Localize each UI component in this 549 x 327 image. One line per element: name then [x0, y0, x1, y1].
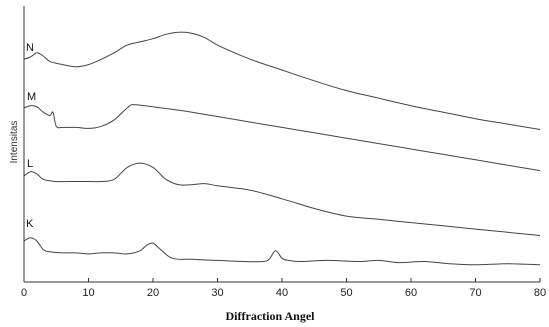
- x-tick-label: 20: [147, 287, 159, 299]
- x-axis-label: Diffraction Angel: [226, 309, 316, 323]
- series-layer: [23, 31, 541, 266]
- series-line-n: [23, 31, 541, 130]
- series-line-m: [23, 104, 541, 172]
- series-label-n: N: [26, 42, 34, 54]
- x-tick-label: 50: [340, 287, 352, 299]
- series-label-m: M: [27, 91, 36, 103]
- x-tick-label: 60: [405, 287, 417, 299]
- x-tick-label: 10: [82, 287, 94, 299]
- series-labels: N M L K: [26, 42, 36, 230]
- x-tick-label: 40: [276, 287, 288, 299]
- series-label-k: K: [26, 218, 34, 230]
- series-label-l: L: [27, 158, 33, 170]
- x-tick-label: 0: [21, 287, 27, 299]
- x-tick-label: 70: [469, 287, 481, 299]
- x-tick-label: 80: [534, 287, 546, 299]
- y-axis-label: Intensitas: [9, 121, 20, 164]
- x-ticks: 0 10 20 30 40 50 60 70 80: [21, 278, 546, 299]
- series-line-k: [23, 237, 541, 266]
- series-line-l: [23, 162, 541, 236]
- x-tick-label: 30: [211, 287, 223, 299]
